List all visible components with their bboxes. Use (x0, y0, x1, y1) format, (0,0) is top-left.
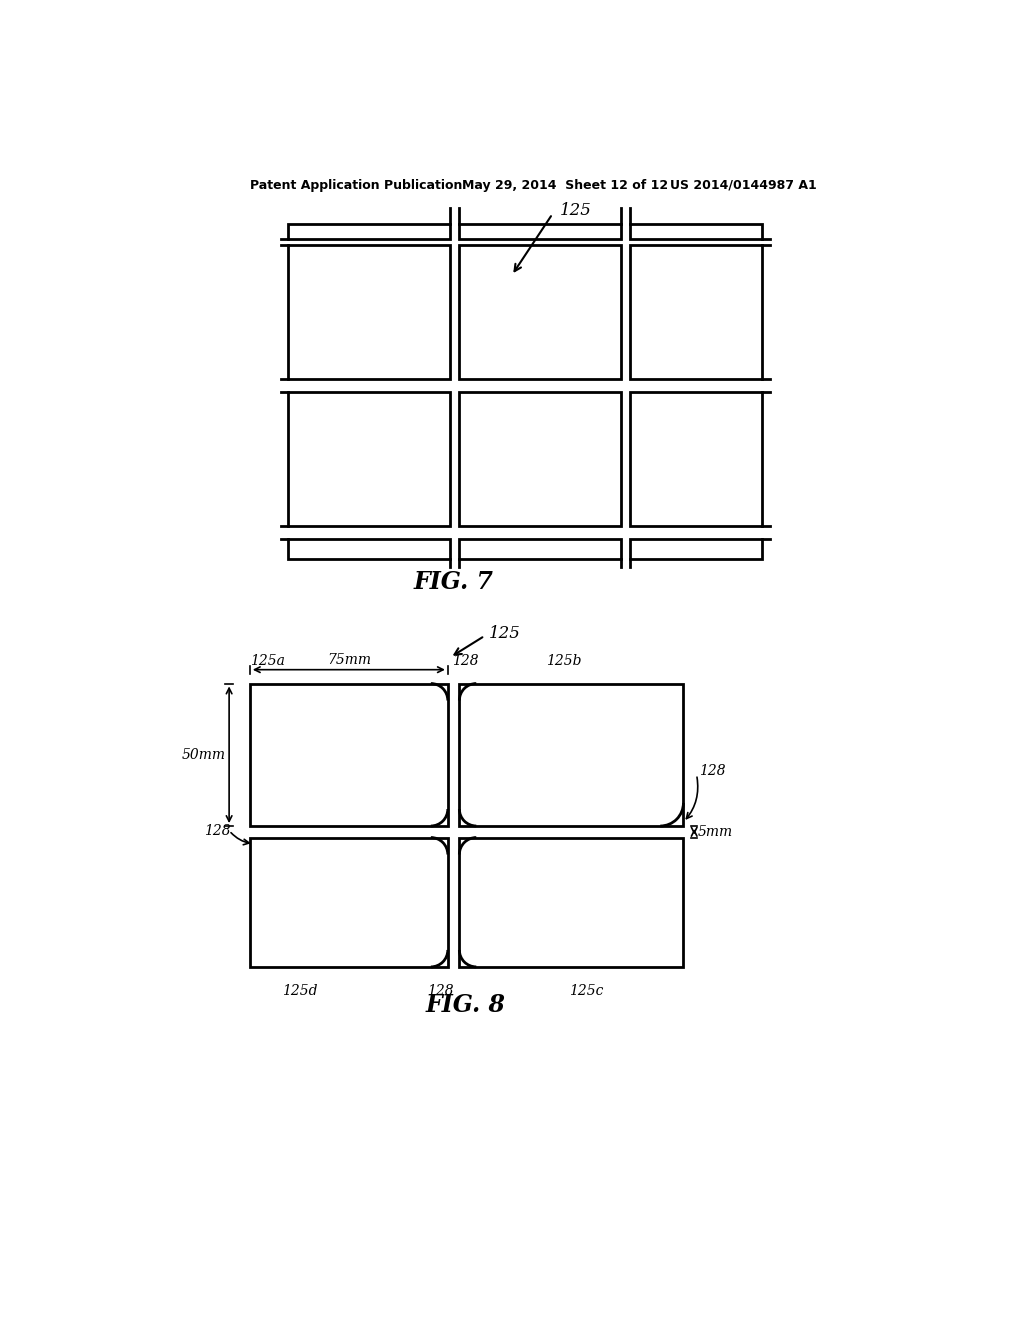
Polygon shape (250, 838, 447, 966)
Polygon shape (460, 539, 621, 558)
Polygon shape (460, 224, 621, 239)
Polygon shape (631, 539, 762, 558)
Text: 125: 125 (560, 202, 592, 219)
Text: Patent Application Publication: Patent Application Publication (250, 178, 462, 191)
Text: 5mm: 5mm (697, 825, 732, 838)
Polygon shape (631, 224, 762, 239)
Text: FIG. 7: FIG. 7 (414, 570, 494, 594)
Text: 75mm: 75mm (327, 652, 371, 667)
Text: 50mm: 50mm (181, 747, 225, 762)
Text: May 29, 2014  Sheet 12 of 12: May 29, 2014 Sheet 12 of 12 (462, 178, 668, 191)
Text: 125a: 125a (250, 655, 285, 668)
Text: 128: 128 (452, 655, 478, 668)
Polygon shape (289, 392, 451, 525)
Polygon shape (631, 392, 762, 525)
Text: 128: 128 (427, 983, 454, 998)
Polygon shape (289, 224, 451, 239)
Text: 125: 125 (488, 624, 520, 642)
Text: 125d: 125d (283, 983, 317, 998)
Polygon shape (460, 244, 621, 379)
Text: 128: 128 (204, 824, 230, 838)
Text: US 2014/0144987 A1: US 2014/0144987 A1 (670, 178, 816, 191)
Polygon shape (631, 244, 762, 379)
Polygon shape (289, 244, 451, 379)
Polygon shape (250, 684, 447, 826)
Text: 125b: 125b (547, 655, 582, 668)
Text: FIG. 8: FIG. 8 (426, 994, 506, 1018)
Text: 128: 128 (698, 763, 725, 777)
Text: 125c: 125c (569, 983, 604, 998)
Polygon shape (460, 684, 683, 826)
Polygon shape (460, 838, 683, 966)
Polygon shape (460, 392, 621, 525)
Polygon shape (289, 539, 451, 558)
